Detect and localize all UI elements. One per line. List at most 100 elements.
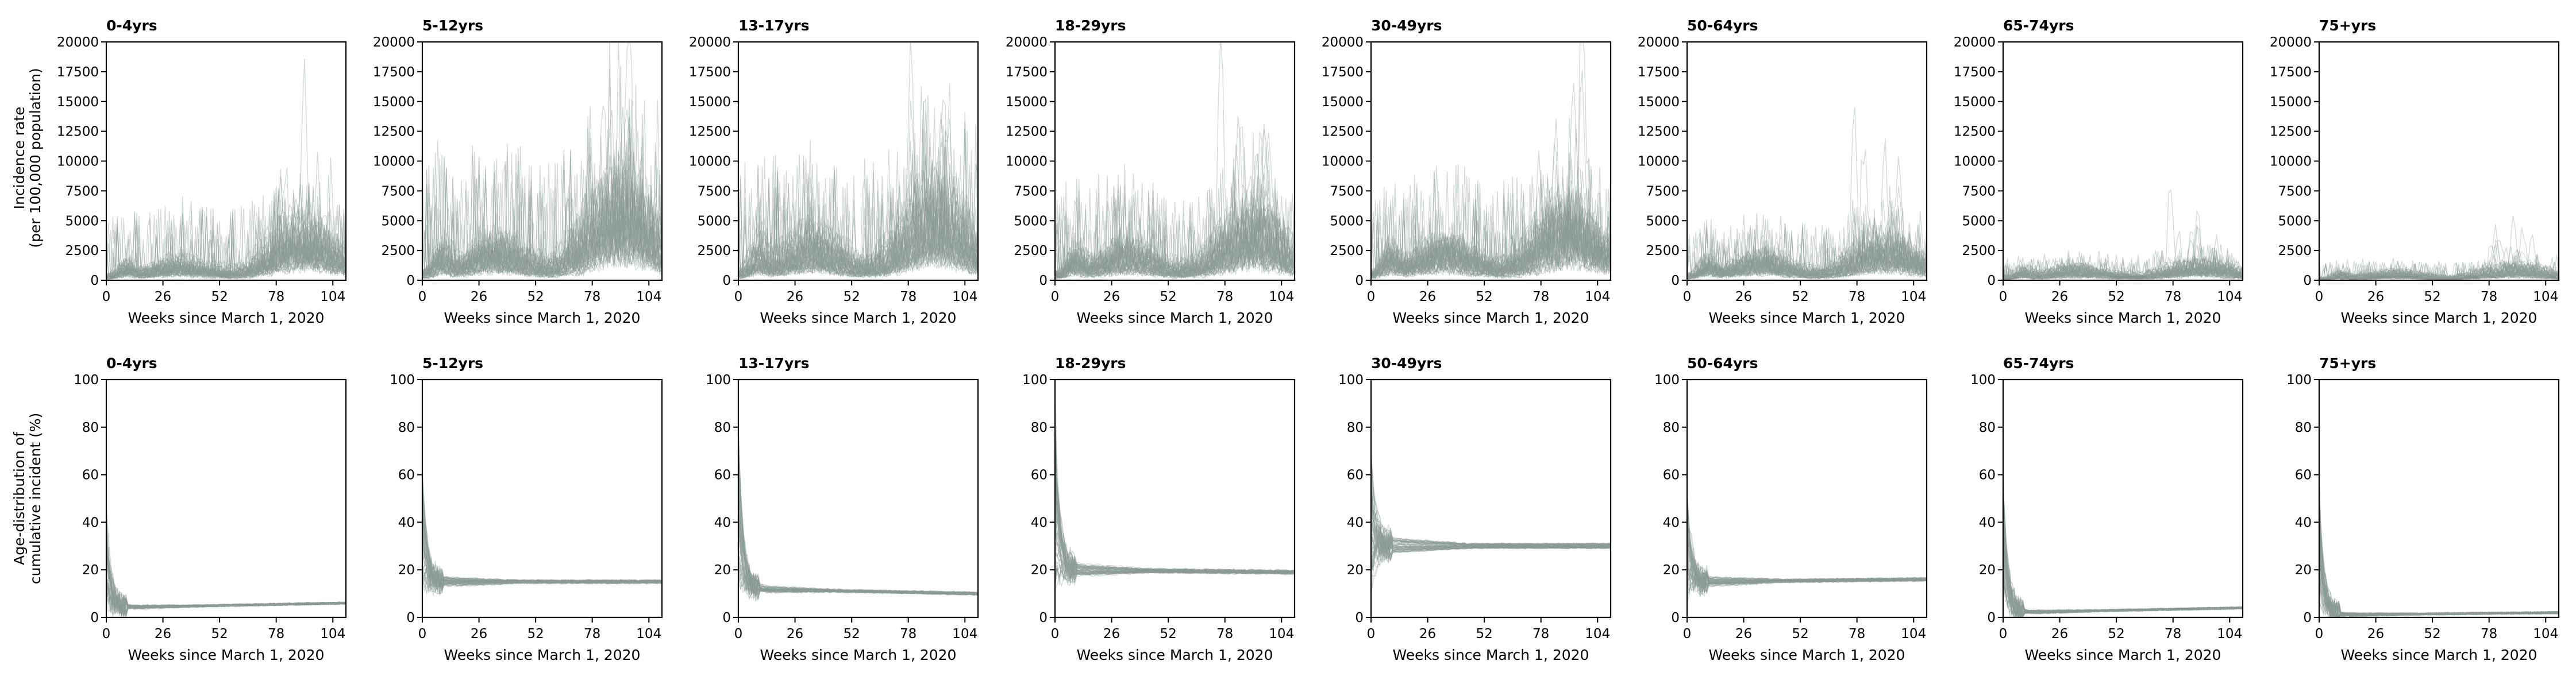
series-line-28 xyxy=(738,149,978,276)
panel-title: 5-12yrs xyxy=(422,17,483,34)
x-axis-label: Weeks since March 1, 2020 xyxy=(760,310,957,326)
series-line-30 xyxy=(2319,269,2559,280)
series-line-44 xyxy=(1687,232,1927,279)
row1-ylabel-line2: (per 100,000 population) xyxy=(27,68,44,248)
series-line-46 xyxy=(106,577,346,610)
series-line-18 xyxy=(2003,504,2243,613)
series-line-19 xyxy=(422,503,662,589)
y-tick-label: 100 xyxy=(1970,373,1996,388)
series-line-52 xyxy=(2319,261,2559,280)
y-tick-label: 5000 xyxy=(65,214,99,229)
series-line-44 xyxy=(1371,167,1611,276)
series-line-32 xyxy=(2003,551,2243,617)
series-line-15 xyxy=(106,551,346,617)
series-line-21 xyxy=(738,481,978,601)
series-line-49 xyxy=(1055,520,1295,574)
series-line-1 xyxy=(1687,107,1927,280)
series-group xyxy=(422,471,662,596)
series-line-12 xyxy=(422,512,662,587)
series-line-3 xyxy=(1055,497,1295,580)
series-line-2 xyxy=(2319,264,2559,280)
series-line-41 xyxy=(738,188,978,279)
series-line-20 xyxy=(2319,261,2559,280)
series-line-22 xyxy=(738,130,978,275)
series-line-51 xyxy=(106,233,346,279)
series-line-31 xyxy=(738,553,978,597)
series-line-3 xyxy=(1055,176,1295,279)
series-line-46 xyxy=(2319,565,2559,617)
series-line-21 xyxy=(2319,526,2559,617)
series-line-9 xyxy=(1687,228,1927,279)
series-line-44 xyxy=(2319,544,2559,617)
series-line-14 xyxy=(1055,188,1295,278)
series-line-19 xyxy=(1371,185,1611,279)
x-tick-label: 78 xyxy=(2481,289,2497,304)
series-line-25 xyxy=(2003,253,2243,280)
series-line-15 xyxy=(2003,583,2243,614)
axes-frame xyxy=(1054,378,1296,619)
series-line-41 xyxy=(1687,565,1927,586)
x-axis-label: Weeks since March 1, 2020 xyxy=(1077,310,1273,326)
series-line-43 xyxy=(1687,225,1927,280)
y-tick-label: 10000 xyxy=(373,154,415,169)
series-line-42 xyxy=(422,152,662,275)
series-group xyxy=(1687,486,1927,603)
series-line-57 xyxy=(1055,454,1295,573)
y-tick-label: 20000 xyxy=(373,35,415,50)
panel-r2-5: 0 20 40 60 80 100 0 26 52 78 104 Weeks since March … xyxy=(1338,355,1612,663)
series-line-13 xyxy=(1687,490,1927,584)
series-line-33 xyxy=(1687,243,1927,279)
series-line-38 xyxy=(738,191,978,279)
series-line-34 xyxy=(1055,188,1295,277)
series-line-55 xyxy=(2003,572,2243,617)
x-tick-label: 78 xyxy=(268,627,284,641)
series-line-58 xyxy=(422,136,662,278)
series-line-33 xyxy=(1055,192,1295,274)
y-tick-label: 7500 xyxy=(65,184,99,199)
series-line-11 xyxy=(1371,539,1611,560)
series-line-34 xyxy=(2003,554,2243,613)
series-line-31 xyxy=(422,506,662,583)
series-line-20 xyxy=(106,504,346,610)
series-line-23 xyxy=(2319,234,2559,280)
series-line-47 xyxy=(1055,196,1295,279)
series-line-2 xyxy=(1687,535,1927,589)
series-line-57 xyxy=(2003,515,2243,617)
series-line-40 xyxy=(106,173,346,278)
y-tick-label: 17500 xyxy=(689,65,731,80)
series-line-7 xyxy=(422,187,662,279)
series-line-14 xyxy=(1371,542,1611,572)
series-line-52 xyxy=(106,577,346,616)
series-line-8 xyxy=(1055,173,1295,275)
series-line-59 xyxy=(1371,516,1611,550)
y-tick-label: 7500 xyxy=(1330,184,1364,199)
series-line-57 xyxy=(738,522,978,601)
series-line-39 xyxy=(2003,582,2243,617)
panel-r1-7: 0 2500 5000 7500 10000 12500 15000 17500 20000 0 2… xyxy=(1954,17,2244,326)
series-line-13 xyxy=(1687,229,1927,279)
series-line-13 xyxy=(2003,254,2243,280)
series-line-23 xyxy=(422,517,662,590)
series-line-9 xyxy=(106,181,346,279)
series-line-4 xyxy=(1371,528,1611,550)
series-line-3 xyxy=(738,453,978,596)
series-line-25 xyxy=(2319,553,2559,617)
series-line-40 xyxy=(2319,238,2559,280)
series-line-29 xyxy=(1055,556,1295,576)
series-line-6 xyxy=(2319,561,2559,617)
series-line-20 xyxy=(2003,488,2243,617)
panel-title: 18-29yrs xyxy=(1055,17,1126,34)
series-line-45 xyxy=(1055,220,1295,280)
series-line-54 xyxy=(106,214,346,280)
series-line-18 xyxy=(738,151,978,275)
y-tick-label: 60 xyxy=(1663,468,1680,483)
y-tick-label: 12500 xyxy=(1954,125,1996,140)
series-line-50 xyxy=(1371,503,1611,552)
series-line-60 xyxy=(422,503,662,585)
series-line-45 xyxy=(106,555,346,614)
series-line-7 xyxy=(1371,176,1611,277)
series-line-20 xyxy=(1371,200,1611,279)
series-line-6 xyxy=(422,573,662,592)
series-line-17 xyxy=(738,563,978,594)
series-line-46 xyxy=(106,182,346,279)
